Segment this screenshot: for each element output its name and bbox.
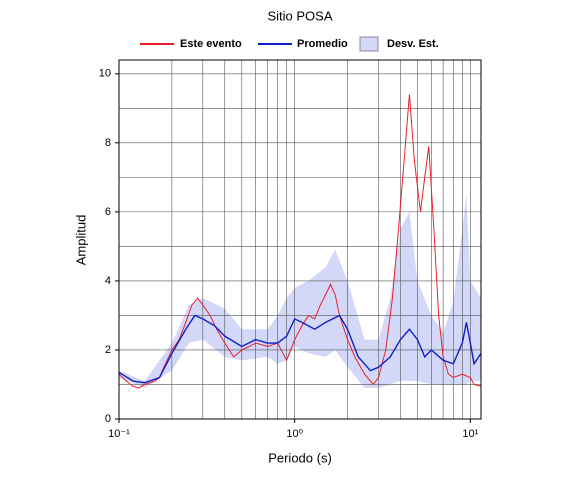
chart-title: Sitio POSA bbox=[267, 8, 332, 23]
series-line bbox=[118, 94, 482, 389]
x-tick-label: 10¹ bbox=[462, 428, 478, 440]
y-tick-label: 6 bbox=[105, 206, 111, 218]
plot-frame bbox=[118, 59, 482, 420]
x-tick-label: 10⁻¹ bbox=[108, 428, 130, 440]
y-tick-label: 2 bbox=[105, 344, 111, 356]
x-axis-label: Periodo (s) bbox=[268, 450, 332, 465]
y-tick-label: 8 bbox=[105, 137, 111, 149]
y-tick-label: 4 bbox=[105, 275, 111, 287]
legend-label: Promedio bbox=[297, 38, 348, 50]
series-line bbox=[118, 314, 482, 384]
legend-label: Desv. Est. bbox=[387, 38, 439, 50]
legend-swatch bbox=[359, 36, 379, 52]
x-tick-label: 10⁰ bbox=[286, 428, 303, 440]
y-tick-label: 0 bbox=[105, 413, 111, 425]
y-tick-label: 10 bbox=[99, 68, 111, 80]
std-band bbox=[119, 194, 481, 388]
y-axis-label: Amplitud bbox=[73, 215, 88, 266]
legend-label: Este evento bbox=[180, 38, 242, 50]
